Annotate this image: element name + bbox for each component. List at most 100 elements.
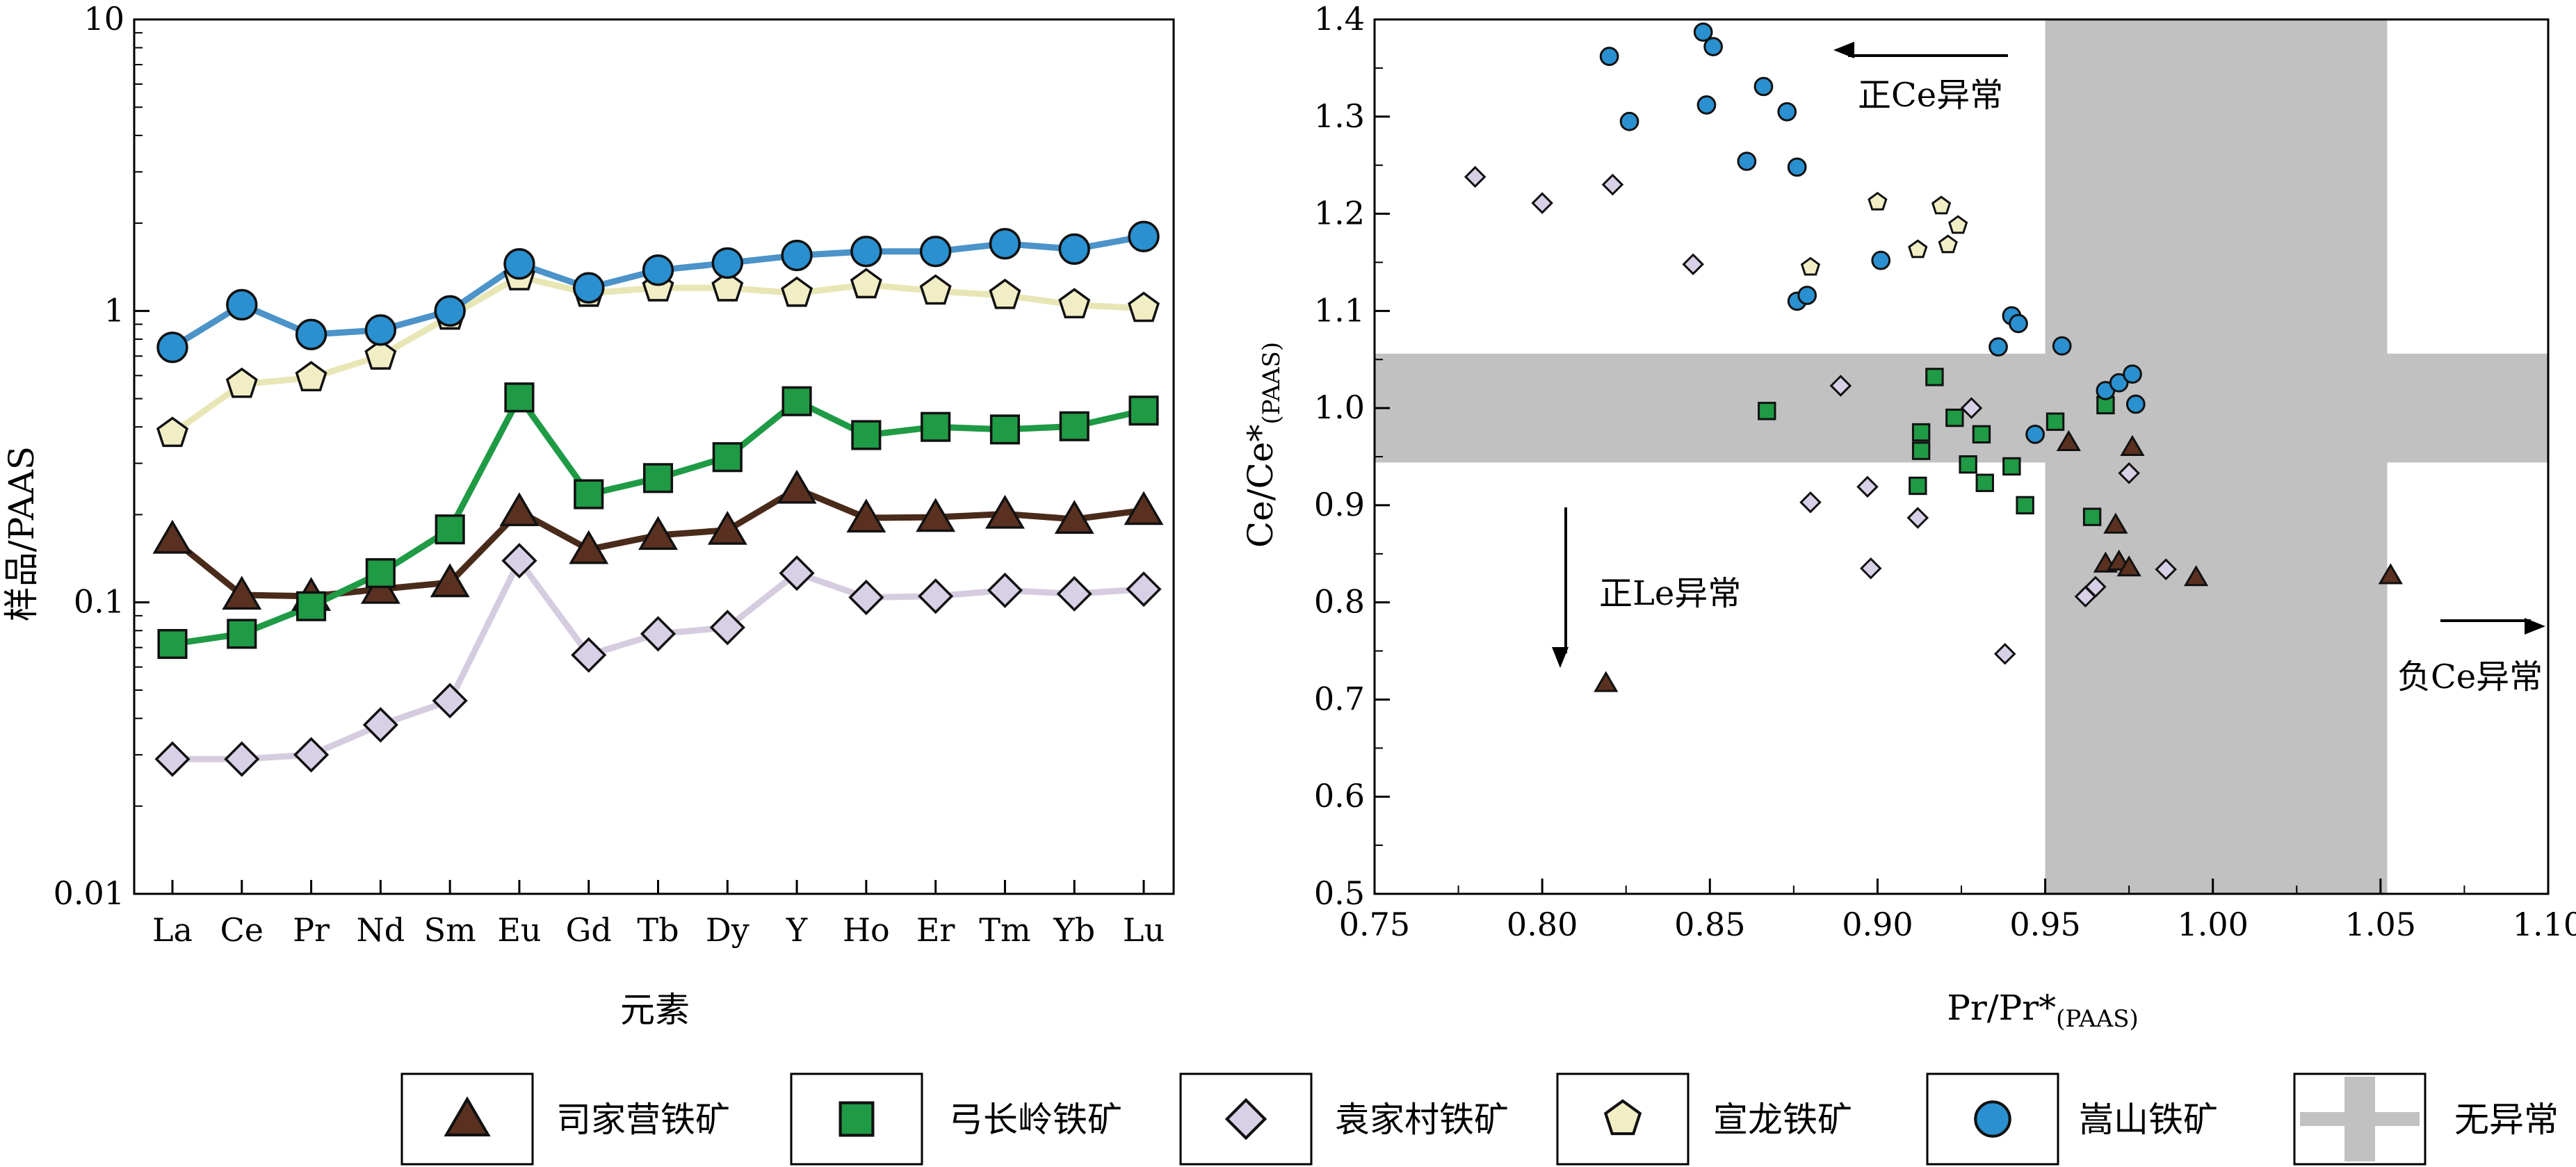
right-y-tick-label: 0.7 [1314, 680, 1365, 717]
left-data-marker [222, 576, 262, 610]
right-x-axis-title: Pr/Pr*(PAAS) [1947, 988, 2139, 1033]
left-data-marker [985, 494, 1025, 529]
left-data-marker [1059, 411, 1089, 441]
right-data-point [1619, 111, 1639, 131]
left-data-marker [154, 741, 191, 777]
legend-item: 袁家村铁矿 [1179, 1072, 1509, 1166]
left-data-marker [430, 563, 470, 598]
right-data-point [1696, 95, 1717, 115]
left-data-marker [362, 707, 398, 743]
left-data-marker [225, 367, 258, 398]
right-y-tick-label: 1.1 [1314, 291, 1365, 329]
right-y-tick-label: 0.9 [1314, 486, 1365, 523]
right-data-point [2052, 336, 2072, 356]
right-y-tick-label: 1.4 [1314, 0, 1365, 38]
legend-label: 宣龙铁矿 [1713, 1100, 1852, 1140]
right-data-point [2046, 412, 2065, 431]
left-data-marker [987, 572, 1023, 608]
left-data-marker [295, 361, 327, 391]
left-data-marker [152, 519, 193, 554]
legend-label: 弓长岭铁矿 [948, 1100, 1122, 1140]
left-data-marker [224, 741, 260, 777]
right-data-point [1993, 642, 2016, 665]
left-data-marker [712, 442, 743, 473]
right-data-point [1599, 47, 1619, 66]
left-data-marker [227, 619, 257, 649]
legend-marker [1974, 1100, 2011, 1138]
right-data-point [2002, 457, 2021, 476]
left-x-tick-label: Tm [979, 911, 1030, 949]
left-data-marker [569, 530, 609, 564]
left-data-marker [365, 558, 396, 589]
left-data-marker [1124, 491, 1164, 525]
right-y-tick-label: 1.3 [1314, 97, 1365, 135]
left-data-marker [848, 579, 884, 616]
right-data-point [1925, 368, 1944, 386]
left-data-marker [711, 247, 743, 279]
legend-item: 无异常 [2293, 1072, 2559, 1166]
left-data-marker [779, 555, 815, 591]
left-data-marker [850, 236, 882, 268]
legend: 司家营铁矿 弓长岭铁矿 袁家村铁矿 宣龙铁矿 嵩山铁矿 无异常 [400, 1072, 2559, 1166]
left-data-marker [1054, 500, 1094, 534]
legend-item: 宣龙铁矿 [1556, 1072, 1852, 1166]
left-data-marker [781, 239, 813, 272]
left-data-marker [364, 339, 397, 370]
right-data-point [1868, 191, 1888, 211]
left-x-tick-label: Tb [637, 911, 679, 949]
left-y-tick-label: 0.1 [74, 583, 124, 621]
legend-marker [444, 1096, 491, 1136]
left-y-tick-label: 1 [104, 291, 124, 329]
right-data-point [2025, 425, 2045, 444]
left-data-marker [1128, 220, 1160, 252]
left-data-marker [640, 616, 677, 652]
right-data-point [1860, 557, 1882, 580]
left-x-tick-label: Dy [706, 911, 750, 949]
left-data-marker [1128, 395, 1159, 426]
right-data-point [1799, 491, 1822, 514]
left-y-tick-label: 0.01 [54, 874, 124, 912]
right-data-point [2082, 507, 2102, 526]
right-data-point [2116, 555, 2141, 577]
right-data-point [2183, 565, 2209, 587]
right-y-axis-title: Ce/Ce*(PAAS) [1240, 342, 1286, 548]
right-y-tick-label: 1.0 [1314, 389, 1365, 426]
right-y-tick-label: 0.5 [1314, 874, 1365, 912]
right-y-tick-label: 1.2 [1314, 195, 1365, 232]
legend-label: 司家营铁矿 [556, 1100, 730, 1140]
right-x-tick-label: 0.75 [1339, 906, 1410, 943]
right-x-tick-label: 1.10 [2513, 906, 2576, 943]
legend-label: 袁家村铁矿 [1335, 1100, 1509, 1140]
left-data-marker [1126, 571, 1162, 607]
left-data-marker [1058, 233, 1090, 266]
right-y-tick-label: 0.8 [1314, 583, 1365, 621]
right-data-point [1682, 253, 1704, 276]
left-x-tick-label: Yb [1053, 911, 1095, 949]
right-x-tick-label: 0.95 [2009, 906, 2080, 943]
left-data-marker [571, 637, 607, 673]
right-x-tick-label: 1.00 [2178, 906, 2249, 943]
left-data-marker [1058, 288, 1091, 319]
right-data-point [1531, 192, 1553, 214]
left-data-marker [846, 498, 886, 533]
legend-marker [1224, 1097, 1267, 1141]
legend-item: 司家营铁矿 [400, 1072, 730, 1166]
legend-item: 嵩山铁矿 [1926, 1072, 2218, 1166]
left-x-axis-title: 元素 [620, 990, 690, 1030]
left-x-tick-label: Pr [293, 911, 330, 949]
left-data-marker [226, 288, 258, 321]
left-data-marker [364, 314, 397, 346]
right-data-point [1945, 408, 1964, 427]
right-data-point [1787, 157, 1807, 177]
left-data-marker [434, 295, 466, 327]
right-data-point [1972, 425, 1991, 444]
right-data-point [1960, 397, 1983, 419]
negative-ce-annotation: 负Ce异常 [2397, 658, 2543, 696]
right-data-point [2103, 512, 2128, 534]
right-data-point [1959, 455, 1977, 474]
positive-ce-annotation: 正Ce异常 [1858, 76, 2003, 115]
right-data-point [1829, 375, 1852, 397]
right-data-point [1464, 165, 1487, 188]
